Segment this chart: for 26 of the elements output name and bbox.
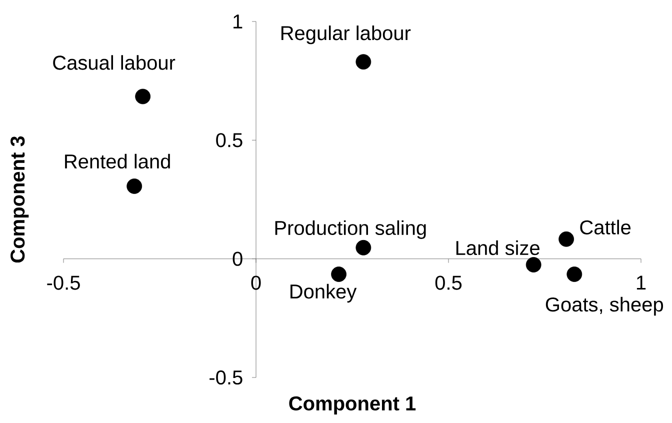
x-tick-label: 0.5	[435, 276, 462, 290]
annotation: Rented land	[65, 154, 170, 169]
x-axis-title: Component 1	[289, 396, 416, 414]
annotation: Regular labour	[281, 26, 411, 44]
y-tick-label: 0.5	[216, 133, 242, 148]
point	[356, 240, 372, 256]
annotation: Casual labour	[53, 55, 176, 70]
y-tick-label: -0.5	[210, 370, 242, 385]
point	[566, 266, 582, 282]
point	[135, 88, 151, 104]
y-tick-label: 1	[234, 14, 242, 28]
y-tick-label: 0	[232, 252, 242, 266]
annotation: Donkey	[290, 284, 357, 303]
annotation: Cattle	[580, 220, 631, 234]
x-tick-label: -0.5	[47, 276, 80, 290]
point	[126, 178, 142, 194]
y-axis-title: Component 3	[10, 136, 29, 263]
x-tick-label: 0	[251, 276, 261, 290]
point	[356, 54, 372, 70]
point	[331, 266, 346, 282]
x-tick-label: 1	[636, 276, 646, 290]
point	[558, 231, 574, 247]
annotation: Production saling	[275, 220, 426, 239]
annotation: Land size	[456, 240, 540, 256]
annotation: Goats, sheep	[546, 296, 664, 316]
point	[526, 257, 542, 272]
